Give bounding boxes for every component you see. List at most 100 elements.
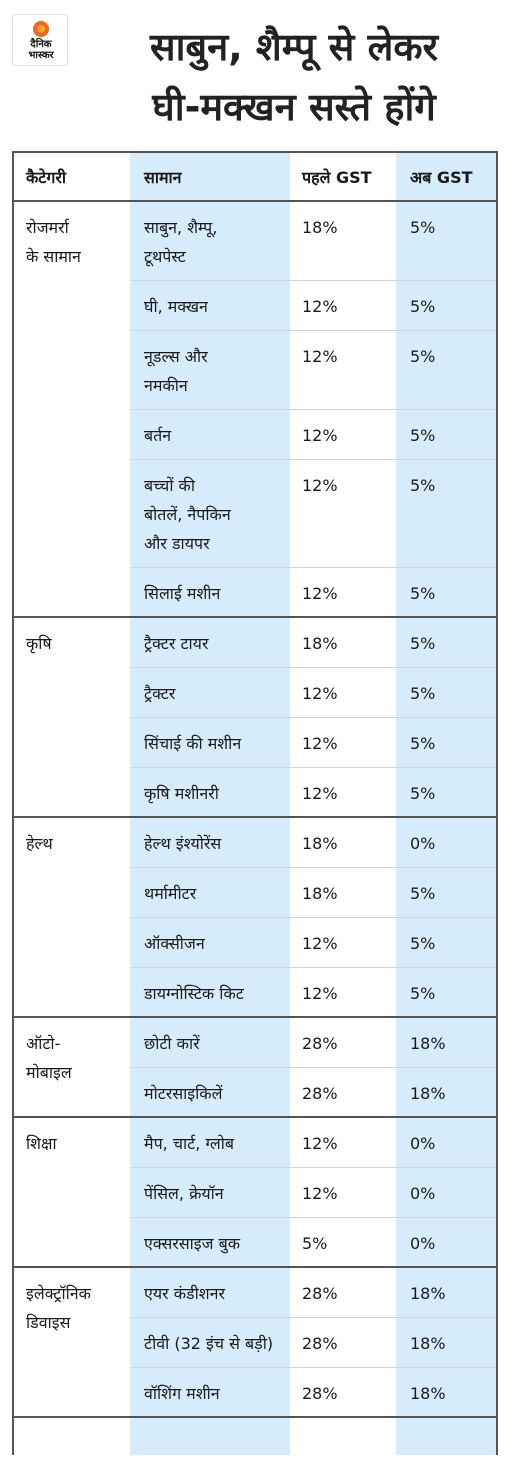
gst-after: 5% (410, 476, 436, 495)
gst-before: 12% (302, 347, 338, 366)
gst-after: 5% (410, 984, 436, 1003)
gst-before: 28% (302, 1334, 338, 1353)
column-header: पहले GST (302, 168, 372, 187)
item-name: घी, मक्खन (144, 297, 208, 316)
item-name: ऑक्सीजन (144, 934, 205, 953)
gst-after: 18% (410, 1084, 446, 1103)
item-name: ट्रैक्टर टायर (144, 634, 209, 653)
gst-after: 5% (410, 347, 436, 366)
item-name: ट्रैक्टर (144, 684, 176, 703)
item-name: एयर कंडीशनर (144, 1284, 226, 1303)
item-name: छोटी कारें (144, 1034, 200, 1053)
item-name: पेंसिल, क्रेयॉन (144, 1184, 224, 1203)
item-name: हेल्थ इंश्योरेंस (144, 834, 222, 853)
gst-before: 28% (302, 1284, 338, 1303)
row-divider (130, 917, 498, 918)
item-name: बच्चों की (144, 476, 195, 495)
gst-before: 28% (302, 1034, 338, 1053)
item-name: और डायपर (144, 534, 210, 553)
column-header: कैटेगरी (26, 168, 67, 187)
headline-line2: घी-मक्खन सस्ते होंगे (152, 85, 436, 129)
gst-after: 0% (410, 1234, 436, 1253)
item-name: टूथपेस्ट (144, 247, 186, 266)
group-divider (12, 1016, 498, 1018)
category-label: डिवाइस (26, 1313, 71, 1332)
row-divider (130, 459, 498, 460)
item-name: सिलाई मशीन (144, 584, 221, 603)
category-label: कृषि (26, 634, 52, 653)
gst-after: 5% (410, 884, 436, 903)
category-label: के सामान (26, 247, 81, 266)
table-right-border (496, 151, 498, 1455)
row-divider (130, 867, 498, 868)
group-divider (12, 1116, 498, 1118)
item-name: टीवी (32 इंच से बड़ी) (144, 1334, 274, 1353)
gst-before: 12% (302, 734, 338, 753)
group-divider (12, 1416, 498, 1418)
row-divider (130, 567, 498, 568)
gst-after: 0% (410, 1134, 436, 1153)
gst-before: 28% (302, 1384, 338, 1403)
item-name: वॉशिंग मशीन (144, 1384, 220, 1403)
row-divider (130, 280, 498, 281)
group-divider (12, 616, 498, 618)
brand-logo: दैनिक भास्कर (12, 14, 68, 66)
category-label: ऑटो- (26, 1034, 61, 1053)
gst-after: 5% (410, 784, 436, 803)
table-top-border (12, 151, 498, 153)
row-divider (130, 1367, 498, 1368)
gst-after: 5% (410, 684, 436, 703)
gst-before: 18% (302, 218, 338, 237)
after-column-shade (396, 151, 498, 1455)
gst-before: 12% (302, 1184, 338, 1203)
gst-before: 12% (302, 584, 338, 603)
gst-after: 18% (410, 1334, 446, 1353)
item-name: साबुन, शैम्पू, (144, 218, 218, 237)
table-left-border (12, 151, 14, 1455)
gst-after: 18% (410, 1384, 446, 1403)
gst-after: 0% (410, 1184, 436, 1203)
gst-before: 5% (302, 1234, 328, 1253)
gst-before: 18% (302, 884, 338, 903)
row-divider (130, 1217, 498, 1218)
sun-icon (33, 21, 49, 37)
gst-before: 18% (302, 834, 338, 853)
gst-after: 18% (410, 1034, 446, 1053)
gst-before: 12% (302, 684, 338, 703)
gst-after: 5% (410, 934, 436, 953)
category-label: शिक्षा (26, 1134, 57, 1153)
gst-after: 0% (410, 834, 436, 853)
column-header: अब GST (410, 168, 473, 187)
gst-before: 12% (302, 476, 338, 495)
row-divider (130, 767, 498, 768)
gst-after: 5% (410, 426, 436, 445)
header-divider (12, 200, 498, 202)
gst-before: 18% (302, 634, 338, 653)
gst-before: 12% (302, 784, 338, 803)
gst-before: 12% (302, 984, 338, 1003)
row-divider (130, 1067, 498, 1068)
group-divider (12, 1266, 498, 1268)
gst-after: 5% (410, 734, 436, 753)
item-name: मोटरसाइकिलें (144, 1084, 223, 1103)
row-divider (130, 667, 498, 668)
header: दैनिक भास्कर साबुन, शैम्पू से लेकर घी-मक… (0, 0, 512, 142)
item-name: बर्तन (144, 426, 172, 445)
item-name: थर्मामीटर (144, 884, 197, 903)
row-divider (130, 330, 498, 331)
logo-text-line1: दैनिक (30, 39, 52, 50)
item-name: एक्सरसाइज बुक (144, 1234, 241, 1253)
row-divider (130, 409, 498, 410)
logo-text-line2: भास्कर (28, 50, 54, 61)
row-divider (130, 717, 498, 718)
category-label: इलेक्ट्रॉनिक (26, 1284, 91, 1303)
category-label: रोजमर्रा (26, 218, 69, 237)
category-label: मोबाइल (26, 1063, 72, 1082)
gst-before: 12% (302, 426, 338, 445)
gst-after: 5% (410, 218, 436, 237)
gst-after: 5% (410, 584, 436, 603)
item-name: बोतलें, नैपकिन (144, 505, 231, 524)
gst-before: 28% (302, 1084, 338, 1103)
row-divider (130, 967, 498, 968)
item-name: कृषि मशीनरी (144, 784, 219, 803)
